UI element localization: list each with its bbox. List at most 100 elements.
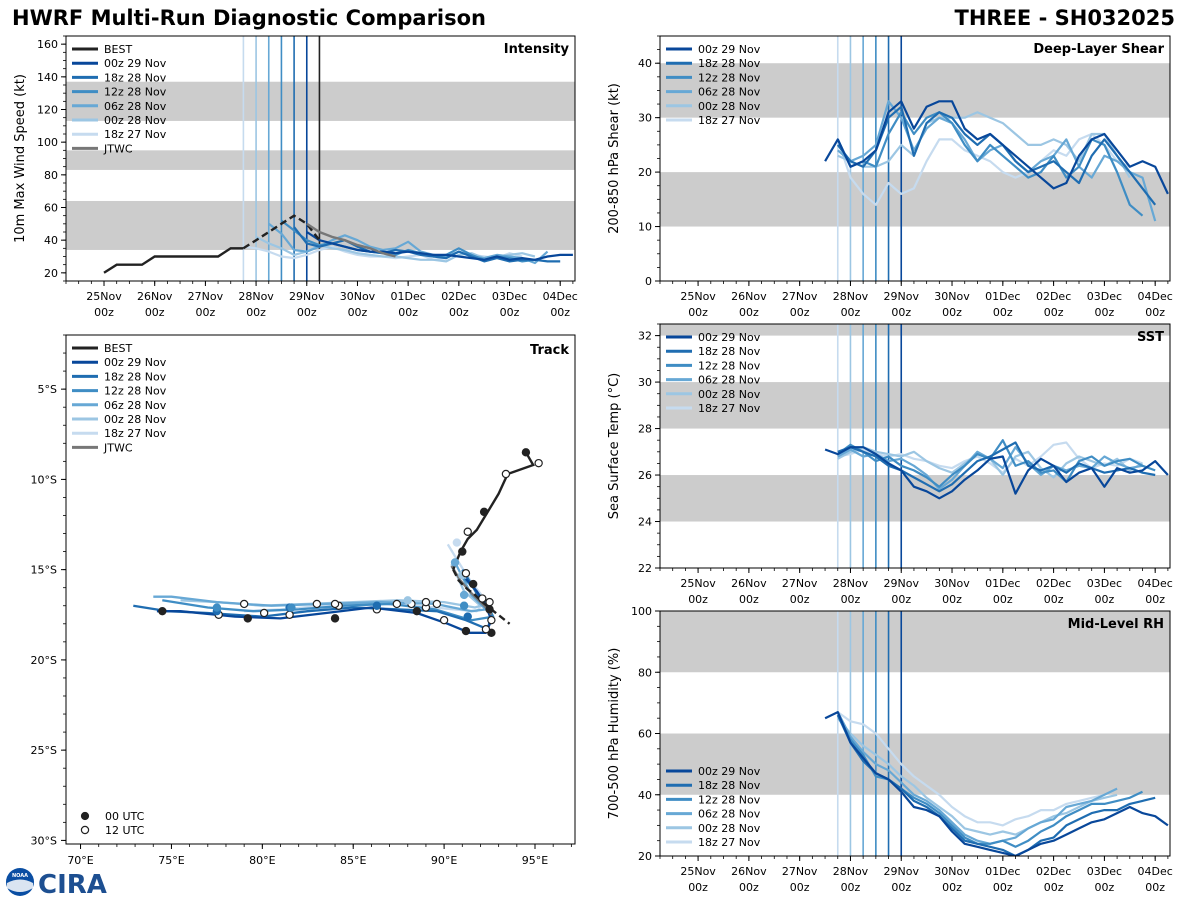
x-tick-label: 02Dec [1036,577,1071,590]
best-track-line [103,247,244,274]
track-marker-00utc [461,626,471,636]
legend-label: 18z 27 Nov [104,427,167,440]
x-tick-label: 28Nov [833,865,869,878]
best-track-line-dashed [452,569,511,625]
best-marker-12utc [501,469,511,479]
x-tick-label: 29Nov [884,865,920,878]
threshold-band [660,382,1170,429]
x-tick-label: 00z [1044,593,1064,606]
threshold-band [660,324,1170,336]
jtwc-line [306,222,396,258]
x-tick-label: 00z [688,881,708,894]
x-tick-label: 00z [1145,306,1165,319]
x-tick-label: 03Dec [1087,290,1122,303]
y-tick-label: 60 [44,202,58,215]
x-tick-label: 01Dec [985,577,1020,590]
x-tick-label: 00z [891,881,911,894]
x-tick-label: 75°E [158,854,184,867]
y-tick-label: 26 [638,469,652,482]
x-tick-label: 27Nov [782,865,818,878]
x-tick-label: 85°E [340,854,366,867]
legend-label: 12z 28 Nov [698,359,761,372]
x-tick-label: 00z [790,881,810,894]
panel-title: Deep-Layer Shear [1033,42,1164,57]
legend-label: 00z 29 Nov [698,765,761,778]
x-tick-label: 00z [1044,881,1064,894]
plot-area [133,448,543,638]
y-tick-label: 40 [638,57,652,70]
y-tick-label: 30 [638,376,652,389]
legend-label: 00z 29 Nov [104,57,167,70]
legend-label: 12z 28 Nov [104,86,167,99]
x-tick-label: 00z [94,306,114,319]
series-line [837,711,1105,827]
track-marker-12utc [239,599,249,609]
panel-title: Mid-Level RH [1068,617,1164,632]
legend-label: 18z 28 Nov [104,370,167,383]
x-tick-label: 01Dec [985,290,1020,303]
x-tick-label: 26Nov [137,290,173,303]
panel-rh: 20 40 60 80 100 25Nov 00z 26Nov 00z 27Nov 00z 28Nov… [607,605,1173,894]
x-tick-label: 80°E [249,854,275,867]
best-marker-12utc [463,527,472,536]
plot-area [660,324,1170,568]
track-marker-00utc [212,603,222,612]
legend-label: 00z 28 Nov [698,100,761,113]
legend-label: 06z 28 Nov [698,86,761,99]
legend-label: 12z 28 Nov [698,793,761,806]
x-tick-label: 00z [739,306,759,319]
y-tick-label: 80 [638,666,652,679]
y-tick-label: 20°S [31,654,57,667]
panel-title: Track [530,343,569,358]
y-tick-label: 40 [44,234,58,247]
series-line [836,717,1118,836]
series-line [837,441,1156,493]
y-axis-label: 200-850 hPa Shear (kt) [607,83,622,234]
threshold-band [66,200,575,250]
x-tick-label: 00z [790,306,810,319]
x-tick-label: 26Nov [731,577,767,590]
track-marker-12utc [421,597,431,607]
legend-label: 18z 28 Nov [698,779,761,792]
x-tick-label: 00z [841,881,861,894]
y-tick-label: 15°S [31,564,57,577]
y-tick-label: 25°S [31,744,57,757]
legend-label: 00z 29 Nov [698,43,761,56]
x-tick-label: 00z [297,306,317,319]
x-tick-label: 00z [1095,306,1115,319]
x-tick-label: 25Nov [680,290,716,303]
x-tick-label: 28Nov [238,290,274,303]
x-tick-label: 30Nov [934,290,970,303]
track-marker-12utc [481,625,491,634]
panel-track: 70°E 75°E 80°E 85°E 90°E 95°E 5°S 10°S 15°S 20°S 2… [31,334,576,867]
x-tick-label: 00z [1044,306,1064,319]
threshold-band [660,611,1170,673]
best-marker-00utc [485,605,494,614]
x-tick-label: 00z [1095,881,1115,894]
chart-title-left: HWRF Multi-Run Diagnostic Comparison [12,6,487,30]
x-tick-label: 29Nov [884,290,920,303]
legend-label: 06z 28 Nov [104,100,167,113]
x-tick-label: 27Nov [782,290,818,303]
panel-title: Intensity [504,42,570,57]
x-tick-label: 00z [739,881,759,894]
track-marker-00utc [463,612,472,621]
y-tick-label: 80 [44,169,58,182]
x-tick-label: 04Dec [1138,865,1173,878]
x-tick-label: 00z [1145,593,1165,606]
legend-label: 18z 28 Nov [698,345,761,358]
x-tick-label: 30Nov [934,577,970,590]
legend-label: JTWC [103,142,133,155]
x-tick-label: 00z [942,306,962,319]
cira-logo-text: CIRA [38,870,107,898]
track-marker-00utc [158,606,167,616]
track-marker-00utc [459,601,469,610]
x-tick-label: 28Nov [833,577,869,590]
x-tick-label: 27Nov [188,290,224,303]
legend-marker-00utc [80,811,90,821]
x-tick-label: 00z [449,306,469,319]
plot-area [660,36,1170,281]
x-tick-label: 27Nov [782,577,818,590]
legend-label: 00z 29 Nov [104,356,167,369]
series-line [824,446,1169,500]
